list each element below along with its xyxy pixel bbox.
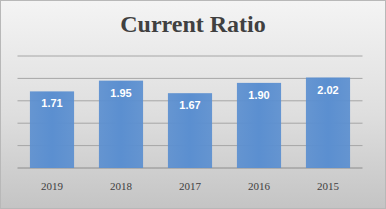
grid-line [18, 56, 363, 57]
chart-title: Current Ratio [120, 11, 266, 37]
x-tick-label: 2019 [41, 180, 64, 192]
chart-container: Current Ratio 1.71 1.95 1.67 1.90 2.02 2019 201… [0, 0, 386, 209]
bar [168, 93, 212, 168]
bar [237, 83, 281, 168]
data-label: 1.67 [179, 99, 200, 111]
bar [306, 78, 350, 168]
x-tick-label: 2016 [248, 180, 271, 192]
bar [99, 81, 143, 168]
x-tick-label: 2018 [110, 180, 133, 192]
data-label: 1.71 [41, 97, 62, 109]
x-tick-label: 2015 [317, 180, 340, 192]
x-tick-label: 2017 [179, 180, 202, 192]
data-label: 1.95 [110, 87, 131, 99]
background [1, 1, 386, 209]
chart-svg: Current Ratio 1.71 1.95 1.67 1.90 2.02 2019 201… [0, 0, 386, 209]
data-label: 1.90 [248, 89, 269, 101]
bar [30, 91, 74, 168]
data-label: 2.02 [317, 84, 338, 96]
bars [30, 78, 350, 168]
